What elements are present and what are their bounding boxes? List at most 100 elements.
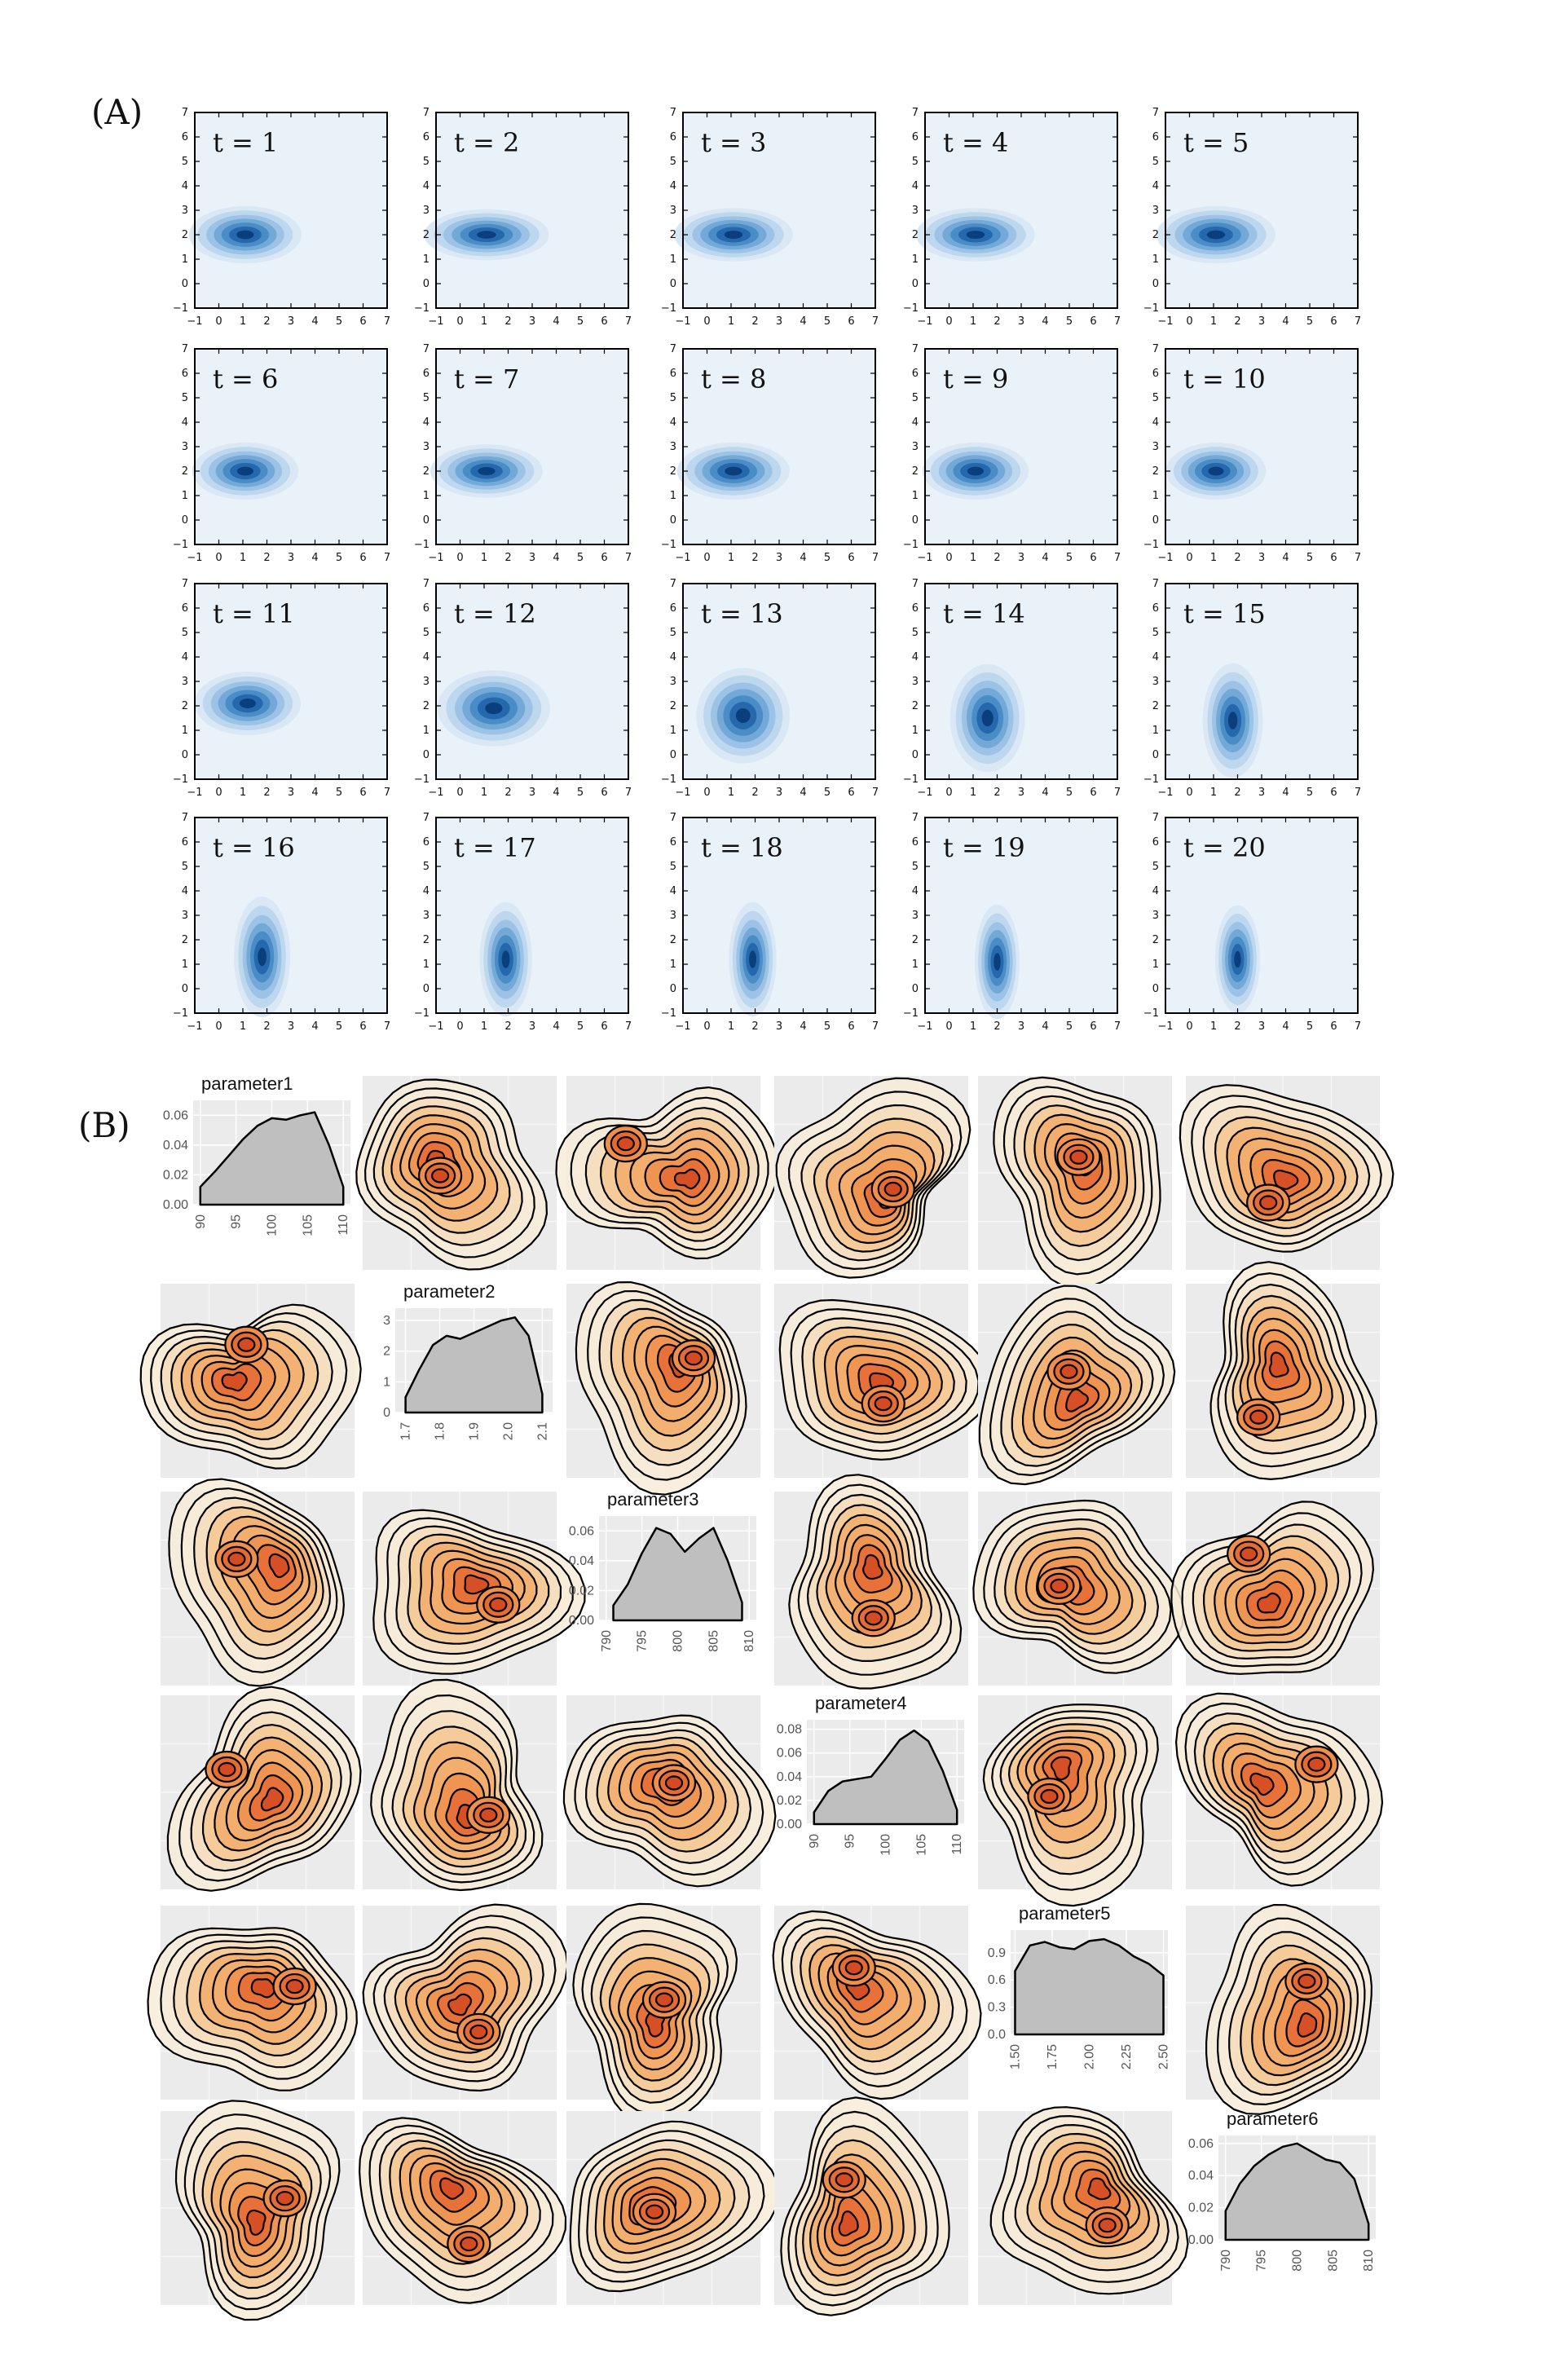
x-tick-label: 4 [1042, 787, 1048, 799]
y-tick-label: 5 [1152, 156, 1159, 168]
frame-time-label: t = 17 [454, 832, 536, 863]
x-tick-label: 5 [336, 315, 342, 328]
contour-peak [469, 2024, 488, 2040]
density-level [735, 708, 751, 723]
x-tick-label: 4 [800, 1020, 806, 1033]
x-tick-label: 7 [1355, 787, 1361, 799]
x-tick-label: 2 [504, 1020, 511, 1033]
y-tick-label: 2 [1152, 934, 1159, 946]
x-tick-label: 2 [993, 787, 1000, 799]
y-tick-label: 1 [383, 1375, 390, 1389]
contour-peak [430, 1168, 450, 1183]
contour-cell-5-0 [161, 2100, 355, 2321]
x-tick-label: 2 [993, 315, 1000, 328]
x-tick-label: 6 [1330, 315, 1337, 328]
x-tick-label: 4 [1282, 787, 1289, 799]
contour-cell-1-5 [1186, 1261, 1380, 1481]
x-tick-label: −1 [675, 552, 690, 564]
y-tick-label: 7 [670, 578, 676, 590]
density-frame-6: −1 0 1 2 3 4 5 6 7 −1 0 1 2 3 4 5 6 7 t = 6 [173, 343, 390, 564]
x-tick-label: 3 [776, 1020, 782, 1033]
x-tick-label: 7 [384, 787, 390, 799]
y-tick-label: 6 [182, 602, 188, 615]
density-parameter4: 90 95 100 105 110 0.00 0.02 0.04 0.06 0.08 paramet… [777, 1693, 964, 1856]
frame-time-label: t = 19 [943, 832, 1025, 863]
x-tick-label: 1 [1210, 552, 1217, 564]
x-tick-label: 5 [1066, 315, 1073, 328]
contour-cell-4-2 [566, 1902, 760, 2126]
x-tick-label: 7 [384, 552, 390, 564]
x-tick-label: 5 [1306, 787, 1313, 799]
x-tick-label: 0 [945, 1020, 952, 1033]
density-parameter6: 790 795 800 805 810 0.00 0.02 0.04 0.06 parameter… [1188, 2109, 1376, 2272]
y-tick-label: 4 [670, 180, 676, 192]
y-tick-label: 4 [182, 416, 188, 429]
x-tick-label: −1 [428, 315, 443, 328]
contour-cell-2-0 [161, 1478, 355, 1687]
contour-line [439, 2177, 465, 2200]
contour-cell-0-1 [355, 1076, 557, 1271]
contour-cell-5-2 [566, 2111, 780, 2305]
x-tick-label: 5 [1066, 787, 1073, 799]
y-tick-label: 5 [670, 392, 676, 404]
contour-cell-2-4 [972, 1492, 1185, 1686]
x-tick-label: 3 [529, 552, 535, 564]
x-tick-label: −1 [1157, 787, 1173, 799]
x-tick-label: 3 [1258, 787, 1265, 799]
y-tick-label: 4 [670, 651, 676, 663]
y-tick-label: 5 [670, 156, 676, 168]
x-tick-label: 0 [1186, 315, 1192, 328]
contour-cell-3-2 [562, 1695, 777, 1889]
contour-peak [874, 1396, 892, 1412]
y-tick-label: 0.02 [777, 1794, 802, 1808]
frame-time-label: t = 2 [454, 127, 519, 158]
y-tick-label: −1 [1143, 1007, 1159, 1020]
y-tick-label: 1 [182, 959, 188, 971]
contour-cell-3-4 [978, 1695, 1172, 1907]
contour-cell-1-2 [566, 1280, 760, 1496]
frame-background [1165, 818, 1358, 1013]
y-tick-label: 5 [912, 156, 919, 168]
contour-line [1257, 1592, 1281, 1614]
y-tick-label: 5 [182, 861, 188, 873]
y-tick-label: 2 [912, 934, 919, 946]
y-tick-label: 3 [670, 910, 676, 922]
y-tick-label: 1 [423, 725, 430, 737]
frame-time-label: t = 14 [943, 598, 1025, 629]
density-parameter2: 1.7 1.8 1.9 2.0 2.1 0 1 2 3 parameter2 [383, 1281, 553, 1440]
x-tick-label: −1 [675, 787, 690, 799]
x-tick-label: 5 [336, 1020, 342, 1033]
x-tick-label: 1 [970, 552, 976, 564]
y-tick-label: 0.02 [569, 1584, 594, 1598]
x-tick-label: 2 [751, 787, 758, 799]
x-tick-label: 1 [728, 1020, 734, 1033]
frame-time-label: t = 11 [213, 598, 295, 629]
y-tick-label: 1 [1152, 725, 1159, 737]
x-tick-label: 6 [1090, 552, 1096, 564]
x-tick-label: 5 [336, 787, 342, 799]
x-tick-label: 110 [337, 1214, 350, 1236]
y-tick-label: 6 [182, 836, 188, 848]
x-tick-label: 1.9 [468, 1422, 482, 1440]
y-tick-label: 0.00 [1188, 2233, 1214, 2247]
x-tick-label: 2 [1234, 1020, 1240, 1033]
contour-cell-3-0 [161, 1686, 362, 1892]
contour-line [1065, 1388, 1089, 1413]
x-tick-label: 100 [266, 1214, 280, 1236]
y-tick-label: 7 [182, 107, 188, 119]
x-tick-label: 4 [800, 315, 806, 328]
x-tick-label: 7 [1355, 552, 1361, 564]
y-tick-label: 0.06 [777, 1747, 802, 1761]
x-tick-label: 800 [672, 1630, 685, 1652]
y-tick-label: 0.6 [988, 1973, 1006, 1987]
y-tick-label: 0.04 [569, 1554, 594, 1568]
contour-line [1087, 2177, 1112, 2201]
y-tick-label: 6 [423, 368, 430, 380]
x-tick-label: 4 [1042, 315, 1048, 328]
contour-peak [1259, 1195, 1278, 1210]
y-tick-label: 3 [182, 676, 188, 688]
x-tick-label: 4 [800, 552, 806, 564]
x-tick-label: 7 [384, 1020, 390, 1033]
parameter-title: parameter3 [607, 1489, 699, 1510]
contour-cell-1-3 [774, 1284, 992, 1478]
